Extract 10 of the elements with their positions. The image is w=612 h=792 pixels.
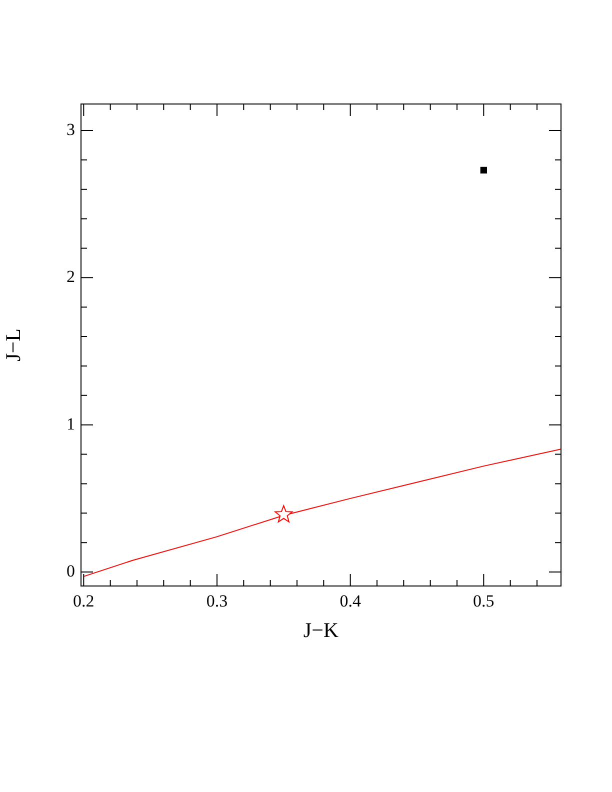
y-axis-title: J−L bbox=[1, 328, 26, 362]
x-tick-label: 0.3 bbox=[206, 592, 228, 611]
x-axis-title: J−K bbox=[303, 618, 339, 642]
y-tick-label: 1 bbox=[66, 414, 75, 434]
y-tick-label: 3 bbox=[66, 120, 75, 139]
y-tick-label: 2 bbox=[66, 267, 75, 286]
x-tick-label: 0.2 bbox=[73, 592, 94, 611]
x-tick-label: 0.4 bbox=[340, 592, 362, 611]
y-tick-label: 0 bbox=[66, 561, 75, 580]
x-tick-label: 0.5 bbox=[473, 592, 494, 611]
